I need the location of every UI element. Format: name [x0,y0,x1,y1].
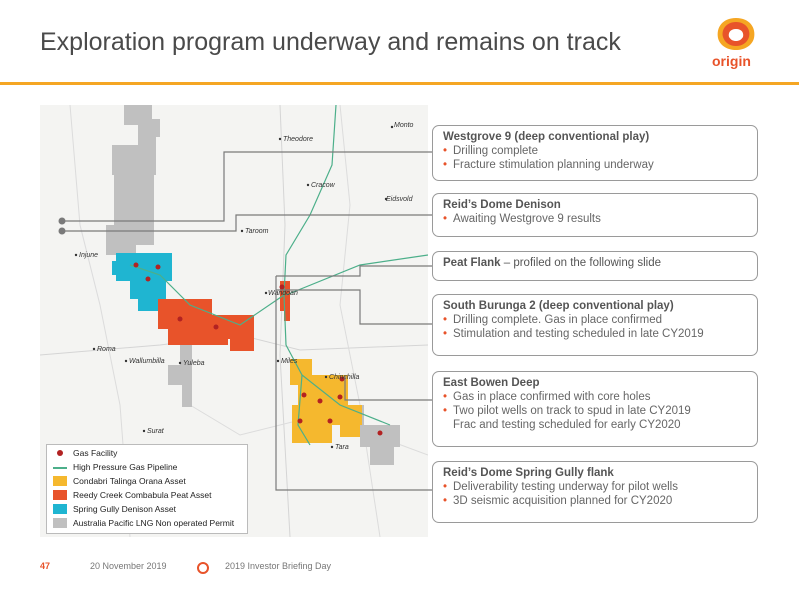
callout-bullet: Drilling complete. Gas in place confirme… [443,313,747,327]
brand-name: origin [712,53,751,69]
callout-bullet: Stimulation and testing scheduled in lat… [443,327,747,341]
legend-label: Australia Pacific LNG Non operated Permi… [73,518,235,528]
callout-heading: Reid’s Dome Spring Gully flank [443,467,614,479]
town-label: Cracow [311,182,336,189]
callout-bullet: 3D seismic acquisition planned for CY202… [443,494,747,508]
towns: Monto Theodore Cracow Eidsvold Taroom In… [74,122,414,451]
callout-heading: South Burunga 2 (deep conventional play) [443,300,674,312]
header-rule [0,82,799,85]
map-legend: Gas Facility High Pressure Gas Pipeline … [46,444,248,534]
legend-label: Spring Gully Denison Asset [73,504,176,514]
gas-facilities [133,262,383,436]
map-svg: Monto Theodore Cracow Eidsvold Taroom In… [40,105,428,537]
town-label: Miles [281,358,298,365]
town-label: Chinchilla [329,374,359,381]
callout-bullet: Deliverability testing underway for pilo… [443,480,747,494]
town-label: Wallumbilla [129,358,165,365]
callout-bullet: Drilling complete [443,144,747,158]
origin-dot-icon [197,562,209,574]
callout-continuation: Frac and testing scheduled for early CY2… [453,419,681,431]
legend-item: Gas Facility [53,447,117,459]
legend-item: Spring Gully Denison Asset [53,503,176,515]
condabri-swatch-icon [53,476,67,486]
town-label: Eidsvold [386,196,414,203]
spring-gully-swatch-icon [53,504,67,514]
callout-heading: East Bowen Deep [443,377,540,389]
callout-westgrove-9: Westgrove 9 (deep conventional play) Dri… [432,125,758,181]
callout-heading: Reid’s Dome Denison [443,199,561,211]
town-label: Monto [394,122,414,129]
callout-reids-dome-denison: Reid’s Dome Denison Awaiting Westgrove 9… [432,193,758,237]
footer-event: 2019 Investor Briefing Day [225,561,332,571]
callout-east-bowen-deep: East Bowen Deep Gas in place confirmed w… [432,371,758,447]
footer-date: 20 November 2019 [90,561,167,571]
legend-label: Condabri Talinga Orana Asset [73,476,186,486]
town-label: Injune [79,252,98,259]
town-label: Yuleba [183,360,205,367]
legend-label: Reedy Creek Combabula Peat Asset [73,490,212,500]
legend-item: Reedy Creek Combabula Peat Asset [53,489,211,501]
town-label: Taroom [245,228,269,235]
callout-heading: Westgrove 9 (deep conventional play) [443,131,650,143]
pipelines [129,105,428,446]
gas-facility-icon [53,448,67,458]
spring-gully-asset [112,253,172,311]
legend-label: Gas Facility [73,448,118,458]
legend-item: Australia Pacific LNG Non operated Permi… [53,517,234,529]
callout-south-burunga-2: South Burunga 2 (deep conventional play)… [432,294,758,356]
callout-bullet: Two pilot wells on track to spud in late… [443,404,747,418]
callout-heading: Peat Flank [443,257,501,269]
callout-peat-flank: Peat Flank – profiled on the following s… [432,251,758,281]
callout-headline-tail: – profiled on the following slide [500,257,661,269]
callout-reids-dome-spring-gully: Reid’s Dome Spring Gully flank Deliverab… [432,461,758,523]
page-title: Exploration program underway and remains… [40,28,621,56]
reedy-creek-swatch-icon [53,490,67,500]
town-label: Theodore [283,136,313,143]
town-label: Surat [147,428,165,435]
callout-bullet: Fracture stimulation planning underway [443,158,747,172]
town-label: Roma [97,346,116,353]
origin-logo-icon [717,18,755,50]
legend-item: High Pressure Gas Pipeline [53,461,177,473]
town-label: Wandoan [268,290,298,297]
apl-permit-swatch-icon [53,518,67,528]
callout-bullet: Awaiting Westgrove 9 results [443,212,747,226]
pipeline-icon [53,462,67,472]
legend-item: Condabri Talinga Orana Asset [53,475,186,487]
reedy-creek-asset [158,281,290,351]
callout-bullet: Gas in place confirmed with core holes [443,390,747,404]
page-number: 47 [40,561,51,571]
legend-label: High Pressure Gas Pipeline [73,462,178,472]
town-label: Tara [335,444,349,451]
